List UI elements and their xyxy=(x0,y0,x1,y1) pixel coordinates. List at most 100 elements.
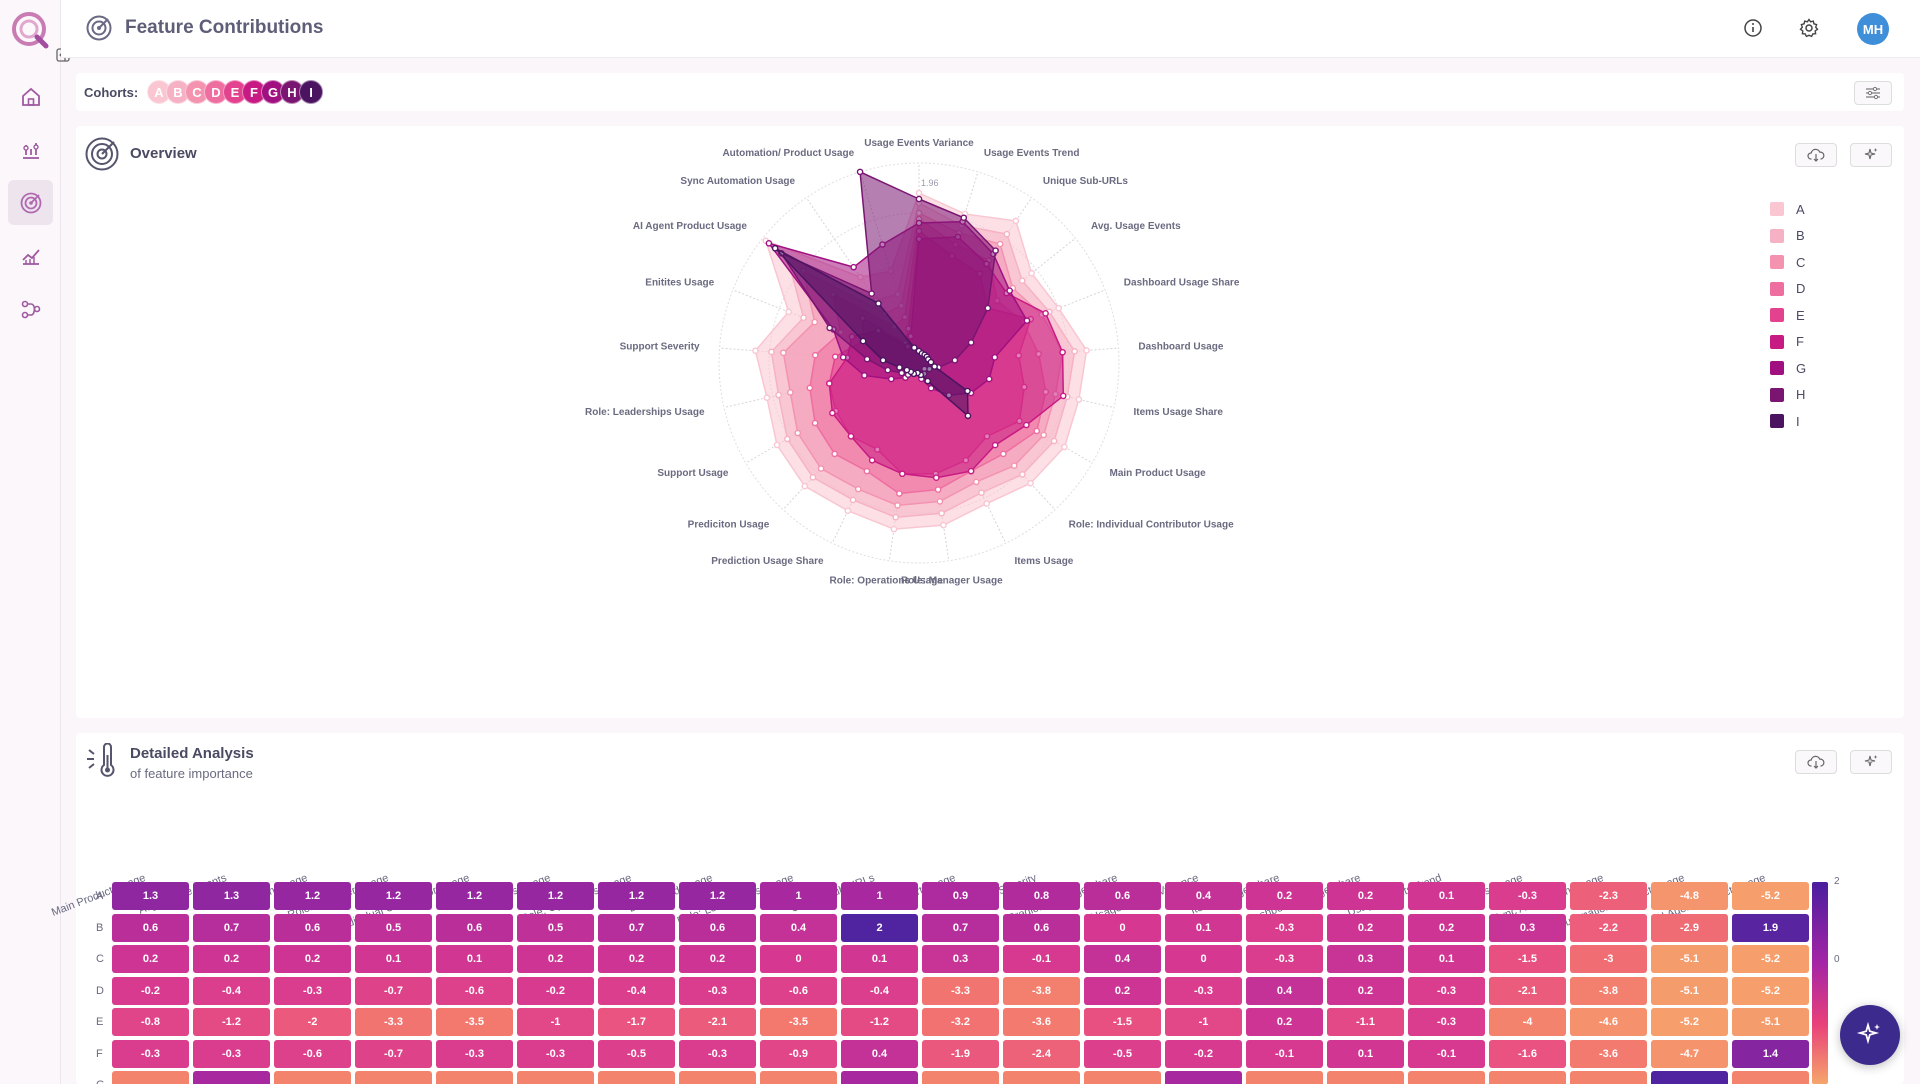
heatmap-cell[interactable]: -1.5 xyxy=(1489,945,1566,973)
heatmap-cell[interactable]: 0.3 xyxy=(1489,913,1566,942)
heatmap-cell[interactable]: 0.2 xyxy=(1327,882,1404,910)
nav-trends-icon[interactable] xyxy=(8,233,53,278)
heatmap-cell[interactable]: 0.3 xyxy=(922,945,999,973)
cohort-chip-i[interactable]: I xyxy=(299,80,323,104)
heatmap-cell[interactable]: -3.3 xyxy=(922,976,999,1005)
detailed-download-button[interactable] xyxy=(1795,750,1837,774)
heatmap-cell[interactable]: -0.3 xyxy=(1246,913,1323,942)
heatmap-cell[interactable]: -1 xyxy=(517,1008,594,1036)
heatmap-cell[interactable]: 1.3 xyxy=(193,882,270,910)
heatmap-cell[interactable]: 0.6 xyxy=(274,913,351,942)
heatmap-cell[interactable]: -0.3 xyxy=(274,976,351,1005)
heatmap-cell[interactable]: -0.1 xyxy=(1408,1039,1485,1068)
heatmap-cell[interactable]: 0.2 xyxy=(274,945,351,973)
heatmap-cell[interactable]: 0.6 xyxy=(1003,913,1080,942)
legend-item-g[interactable]: G xyxy=(1770,355,1806,382)
heatmap-cell[interactable] xyxy=(274,1071,351,1084)
heatmap-cell[interactable]: 0.1 xyxy=(1408,945,1485,973)
heatmap-cell[interactable]: 0.2 xyxy=(112,945,189,973)
heatmap-cell[interactable]: 1.4 xyxy=(1732,1039,1809,1068)
heatmap-cell[interactable]: 1.9 xyxy=(1732,913,1809,942)
heatmap-cell[interactable]: -1.9 xyxy=(922,1039,999,1068)
heatmap-cell[interactable]: 0.4 xyxy=(760,913,837,942)
legend-item-a[interactable]: A xyxy=(1770,196,1806,223)
heatmap-cell[interactable]: 0.2 xyxy=(1327,913,1404,942)
app-logo[interactable] xyxy=(10,10,50,50)
heatmap-cell[interactable]: -3.8 xyxy=(1570,976,1647,1005)
heatmap-cell[interactable]: 0.2 xyxy=(1327,976,1404,1005)
heatmap-cell[interactable]: 1.2 xyxy=(436,882,513,910)
heatmap-cell[interactable]: -4.7 xyxy=(1651,1039,1728,1068)
legend-item-d[interactable]: D xyxy=(1770,276,1806,303)
heatmap-cell[interactable]: 0.6 xyxy=(112,913,189,942)
heatmap-cell[interactable]: 0.1 xyxy=(1165,913,1242,942)
nav-flow-icon[interactable] xyxy=(8,286,53,331)
heatmap-cell[interactable]: -5.1 xyxy=(1651,945,1728,973)
heatmap-cell[interactable]: 0.4 xyxy=(841,1039,918,1068)
heatmap-cell[interactable]: -1 xyxy=(1165,1008,1242,1036)
heatmap-cell[interactable] xyxy=(436,1071,513,1084)
heatmap-cell[interactable]: 1.2 xyxy=(517,882,594,910)
heatmap-cell[interactable]: 0.6 xyxy=(679,913,756,942)
user-avatar[interactable]: MH xyxy=(1857,13,1889,45)
heatmap-cell[interactable]: 0.3 xyxy=(1327,945,1404,973)
heatmap-cell[interactable]: -0.4 xyxy=(841,976,918,1005)
heatmap-cell[interactable] xyxy=(193,1071,270,1084)
heatmap-cell[interactable]: -4 xyxy=(1489,1008,1566,1036)
heatmap-cell[interactable]: 0.7 xyxy=(598,913,675,942)
heatmap-cell[interactable]: 1.2 xyxy=(274,882,351,910)
heatmap-cell[interactable]: 1.2 xyxy=(598,882,675,910)
heatmap-cell[interactable]: -0.4 xyxy=(193,976,270,1005)
heatmap-cell[interactable]: -0.3 xyxy=(436,1039,513,1068)
heatmap-cell[interactable]: 0 xyxy=(760,945,837,973)
nav-analytics-icon[interactable] xyxy=(8,127,53,172)
heatmap-cell[interactable]: 0.7 xyxy=(193,913,270,942)
heatmap-cell[interactable]: -0.2 xyxy=(1165,1039,1242,1068)
heatmap-cell[interactable] xyxy=(112,1071,189,1084)
heatmap-cell[interactable]: -1.2 xyxy=(193,1008,270,1036)
heatmap-cell[interactable]: -0.6 xyxy=(436,976,513,1005)
heatmap-cell[interactable] xyxy=(1084,1071,1161,1084)
settings-gear-icon[interactable] xyxy=(1797,16,1821,40)
heatmap-cell[interactable]: 0.2 xyxy=(517,945,594,973)
heatmap-cell[interactable]: -5.1 xyxy=(1651,976,1728,1005)
heatmap-cell[interactable]: -3.5 xyxy=(760,1008,837,1036)
heatmap-cell[interactable]: 0.1 xyxy=(355,945,432,973)
heatmap-cell[interactable] xyxy=(1408,1071,1485,1084)
heatmap-cell[interactable] xyxy=(1732,1071,1809,1084)
heatmap-cell[interactable]: -0.3 xyxy=(517,1039,594,1068)
heatmap-cell[interactable]: 0.2 xyxy=(1084,976,1161,1005)
heatmap-cell[interactable] xyxy=(922,1071,999,1084)
heatmap-cell[interactable]: 1.2 xyxy=(355,882,432,910)
legend-item-c[interactable]: C xyxy=(1770,249,1806,276)
heatmap-cell[interactable]: 0.2 xyxy=(1408,913,1485,942)
heatmap-cell[interactable]: -0.6 xyxy=(760,976,837,1005)
heatmap-cell[interactable]: -0.9 xyxy=(760,1039,837,1068)
heatmap-cell[interactable]: 0.2 xyxy=(679,945,756,973)
heatmap-cell[interactable]: -1.1 xyxy=(1327,1008,1404,1036)
heatmap-cell[interactable]: -2 xyxy=(274,1008,351,1036)
heatmap-cell[interactable]: 0.1 xyxy=(1327,1039,1404,1068)
heatmap-cell[interactable] xyxy=(1489,1071,1566,1084)
heatmap-cell[interactable]: 0.4 xyxy=(1165,882,1242,910)
ai-assistant-fab[interactable] xyxy=(1840,1005,1900,1065)
heatmap-cell[interactable]: -5.2 xyxy=(1732,976,1809,1005)
heatmap-cell[interactable]: 0 xyxy=(1084,913,1161,942)
heatmap-cell[interactable] xyxy=(679,1071,756,1084)
legend-item-b[interactable]: B xyxy=(1770,223,1806,250)
heatmap-cell[interactable]: 0.6 xyxy=(436,913,513,942)
heatmap-cell[interactable]: 0.6 xyxy=(1084,882,1161,910)
heatmap-cell[interactable]: -0.5 xyxy=(1084,1039,1161,1068)
heatmap-cell[interactable]: -4.8 xyxy=(1651,882,1728,910)
heatmap-cell[interactable]: 2 xyxy=(841,913,918,942)
heatmap-cell[interactable]: -0.2 xyxy=(517,976,594,1005)
heatmap-cell[interactable]: 0.5 xyxy=(517,913,594,942)
heatmap-cell[interactable]: -0.3 xyxy=(112,1039,189,1068)
nav-feature-contributions-icon[interactable] xyxy=(8,180,53,225)
heatmap-cell[interactable]: 1 xyxy=(841,882,918,910)
heatmap-cell[interactable]: -0.3 xyxy=(679,1039,756,1068)
heatmap-cell[interactable]: -0.7 xyxy=(355,1039,432,1068)
overview-download-button[interactable] xyxy=(1795,143,1837,167)
heatmap-cell[interactable]: -2.3 xyxy=(1570,882,1647,910)
heatmap-cell[interactable]: -0.7 xyxy=(355,976,432,1005)
